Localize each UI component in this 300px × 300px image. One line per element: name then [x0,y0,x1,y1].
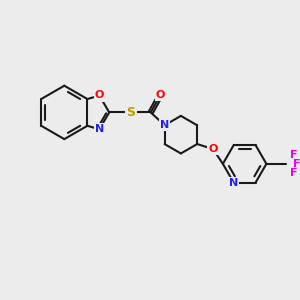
Text: O: O [156,90,165,100]
Text: S: S [127,106,136,119]
Text: N: N [95,124,104,134]
Text: N: N [229,178,239,188]
Text: F: F [290,168,298,178]
Text: O: O [95,91,104,100]
Text: F: F [290,150,298,160]
Text: O: O [208,144,218,154]
Text: F: F [293,159,300,169]
Text: N: N [160,120,169,130]
